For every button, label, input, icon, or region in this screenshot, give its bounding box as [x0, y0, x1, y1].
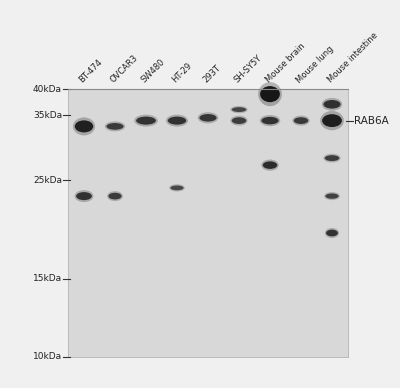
Ellipse shape	[294, 117, 308, 124]
Ellipse shape	[322, 98, 342, 111]
Ellipse shape	[105, 121, 125, 132]
Ellipse shape	[260, 86, 280, 102]
Text: 293T: 293T	[202, 64, 223, 85]
Text: SW480: SW480	[140, 57, 167, 85]
Ellipse shape	[263, 161, 277, 169]
Ellipse shape	[326, 194, 338, 199]
Ellipse shape	[324, 192, 340, 200]
Text: 15kDa: 15kDa	[33, 274, 62, 283]
Ellipse shape	[326, 230, 338, 236]
Text: RAB6A: RAB6A	[354, 116, 389, 126]
Ellipse shape	[324, 100, 340, 109]
Text: 35kDa: 35kDa	[33, 111, 62, 120]
Ellipse shape	[73, 117, 95, 135]
Ellipse shape	[170, 185, 184, 190]
Text: 10kDa: 10kDa	[33, 352, 62, 362]
Ellipse shape	[261, 159, 279, 171]
Ellipse shape	[232, 117, 246, 124]
Text: 25kDa: 25kDa	[33, 175, 62, 185]
Ellipse shape	[107, 191, 123, 201]
Ellipse shape	[108, 193, 122, 199]
Ellipse shape	[198, 112, 218, 123]
Ellipse shape	[320, 111, 344, 130]
Text: Mouse intestine: Mouse intestine	[326, 31, 379, 85]
Ellipse shape	[230, 106, 248, 113]
Ellipse shape	[166, 114, 188, 126]
Ellipse shape	[232, 107, 246, 112]
Ellipse shape	[134, 114, 158, 126]
Text: OVCAR3: OVCAR3	[109, 54, 140, 85]
Ellipse shape	[258, 82, 282, 106]
Ellipse shape	[168, 117, 186, 125]
Ellipse shape	[169, 184, 185, 192]
Ellipse shape	[322, 114, 342, 127]
Ellipse shape	[230, 116, 248, 126]
Text: 40kDa: 40kDa	[33, 85, 62, 94]
Ellipse shape	[75, 120, 93, 132]
Ellipse shape	[325, 228, 339, 238]
Ellipse shape	[200, 114, 216, 121]
Text: SH-SY5Y: SH-SY5Y	[233, 54, 264, 85]
Ellipse shape	[323, 154, 341, 163]
Ellipse shape	[262, 117, 278, 125]
Text: HT-29: HT-29	[171, 61, 194, 85]
Ellipse shape	[136, 117, 156, 125]
Ellipse shape	[106, 123, 124, 130]
Ellipse shape	[74, 190, 94, 202]
Ellipse shape	[325, 155, 339, 161]
Text: Mouse brain: Mouse brain	[264, 42, 306, 85]
Ellipse shape	[292, 116, 310, 126]
Ellipse shape	[76, 192, 92, 200]
Bar	[68, 89, 348, 357]
Text: Mouse lung: Mouse lung	[295, 44, 335, 85]
Text: BT-474: BT-474	[78, 58, 104, 85]
Ellipse shape	[260, 115, 280, 126]
